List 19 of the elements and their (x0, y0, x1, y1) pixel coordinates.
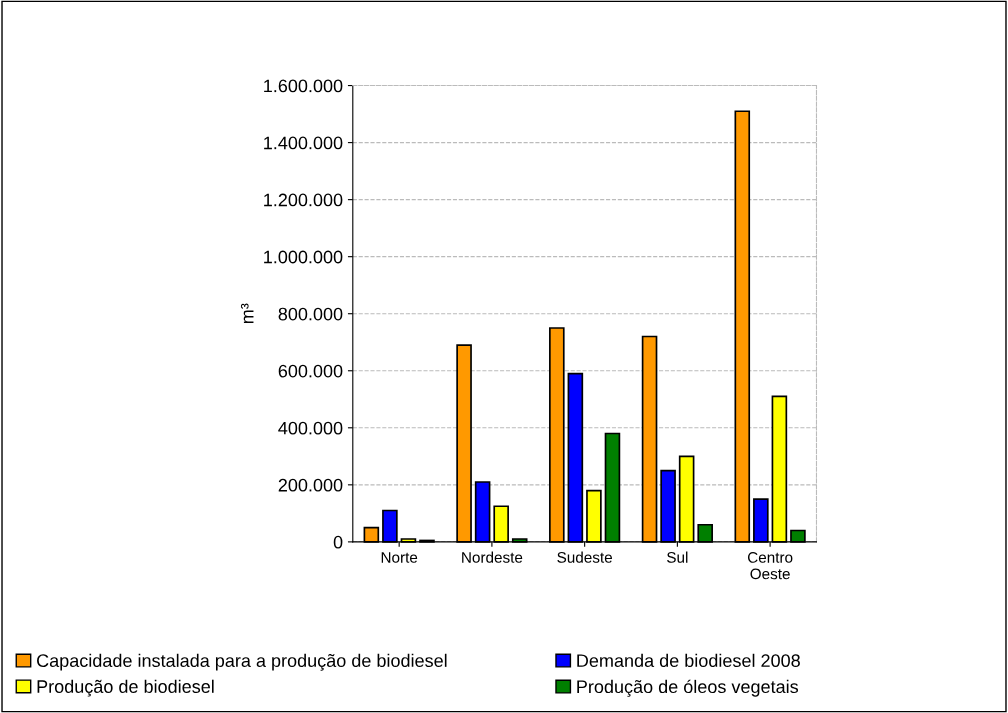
legend-label: Produção de biodiesel (37, 679, 214, 697)
y-tick-label: 1.200.000 (264, 193, 343, 207)
x-tick-label: Centro Oeste (747, 552, 793, 580)
y-tick-label: 0 (333, 535, 343, 549)
y-tick-label: 1.400.000 (264, 136, 343, 150)
legend-label: Demanda de biodiesel 2008 (577, 653, 800, 668)
x-tick-label: Nordeste (462, 551, 523, 563)
y-tick-label: 400.000 (278, 421, 343, 435)
y-tick-label: 1.000.000 (264, 250, 343, 264)
y-tick-label: 200.000 (278, 478, 343, 492)
y-tick-label: 800.000 (278, 307, 343, 321)
y-tick-label: 600.000 (278, 364, 343, 378)
x-tick-label: Norte (381, 552, 418, 563)
legend-label: Produção de óleos vegetais (577, 679, 799, 697)
x-tick-label: Sul (667, 551, 688, 563)
legend-label: Capacidade instalada para a produção de biodiesel (37, 653, 447, 671)
x-tick-label: Sudeste (557, 551, 612, 563)
y-axis-title: m³ (240, 303, 254, 324)
y-tick-label: 1.600.000 (264, 79, 343, 93)
